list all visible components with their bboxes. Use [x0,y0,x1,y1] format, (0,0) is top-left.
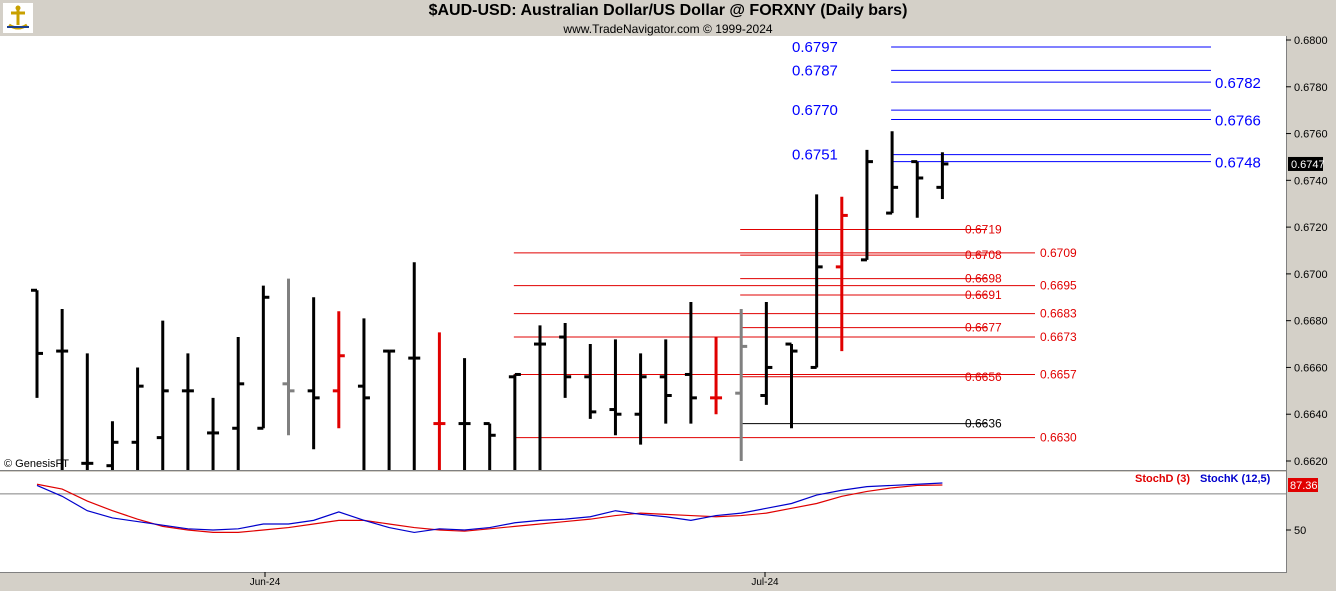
time-axis-label: Jun-24 [250,577,281,588]
stochastic-last-label: 87.36 [1290,480,1318,492]
ohlc-bar [609,339,622,436]
ohlc-bar [634,353,647,445]
stochastic-series-line [36,483,943,534]
price-level-label: 0.6691 [965,288,1002,302]
ohlc-bar [508,372,521,470]
ohlc-bar [710,337,723,415]
price-axis-label: 0.6720 [1294,222,1328,234]
price-axis-label: 0.6620 [1294,456,1328,468]
ohlc-bar [810,194,823,369]
price-level-label: 0.6797 [792,39,838,56]
price-level-label: 0.6751 [792,147,838,164]
price-level-label: 0.6677 [965,321,1002,335]
ohlc-bar [659,339,672,424]
price-level-label: 0.6673 [1040,330,1077,344]
price-axis-label: 0.6700 [1294,269,1328,281]
stochastic-last-box [1288,478,1318,492]
price-axis: 0.6800 0.6780 0.6760 0.6740 0.6720 0.6700 0.66… [1286,35,1328,468]
ohlc-bar [936,152,949,200]
ohlc-bar [131,367,144,470]
ohlc-bar [307,297,320,450]
ohlc-bar [282,278,295,436]
time-axis-label: Jul-24 [751,577,779,588]
price-level-label: 0.6636 [965,417,1002,431]
price-level-label: 0.6656 [965,370,1002,384]
time-axis: Jun-24 Jul-24 [250,572,779,588]
price-axis-label: 0.6800 [1294,35,1328,47]
price-axis-label: 0.6760 [1294,129,1328,141]
price-level-label: 0.6719 [965,222,1002,236]
ohlc-bar [860,149,873,262]
legend-stochd: StochD (3) [1135,473,1190,485]
ohlc-bar [735,308,748,461]
ohlc-bar [106,421,119,470]
price-level-label: 0.6782 [1215,75,1261,92]
ohlc-bar [785,342,798,429]
price-axis-label: 0.6740 [1294,175,1328,187]
last-price-box [1288,156,1323,171]
price-axis-label: 0.6780 [1294,82,1328,94]
last-price-label: 0.6747 [1291,159,1325,171]
ohlc-bar [835,196,848,352]
price-level-label: 0.6770 [792,102,838,119]
stochastic-panel [0,472,1286,572]
ohlc-bar [760,301,773,405]
chart-subtitle: www.TradeNavigator.com © 1999-2024 [563,22,773,36]
ohlc-bar [156,320,169,470]
price-level-label: 0.6630 [1040,431,1077,445]
ohlc-bar [257,285,270,430]
ohlc-bar [483,422,496,470]
price-bars [31,131,949,470]
stochastic-legend: StochD (3) StochK (12,5) [1135,473,1271,485]
price-level-label: 0.6695 [1040,279,1077,293]
chart-title: $AUD-USD: Australian Dollar/US Dollar @ … [428,2,908,19]
price-level-label: 0.6709 [1040,246,1077,260]
price-axis-label: 0.6680 [1294,316,1328,328]
ohlc-bar [357,318,370,470]
stochastic-lines: 50 87.36 [0,478,1318,537]
price-level-label: 0.6708 [965,248,1002,262]
price-level-label: 0.6683 [1040,307,1077,321]
legend-stochk: StochK (12,5) [1200,473,1271,485]
price-axis-label: 0.6640 [1294,409,1328,421]
trade-navigator-logo-icon[interactable] [3,3,33,33]
ohlc-bar [584,344,597,419]
ohlc-bar [232,337,245,470]
watermark: © GenesisFT [4,458,69,470]
ohlc-bar [181,353,194,470]
price-level-label: 0.6698 [965,272,1002,286]
ohlc-bar [207,397,220,470]
stochastic-axis-label: 50 [1294,525,1306,537]
ohlc-bar [56,308,69,470]
ohlc-bar [383,349,396,470]
ohlc-bar [684,301,697,424]
price-level-label: 0.6787 [792,62,838,79]
ohlc-bar [408,262,421,470]
ohlc-bar [332,311,345,429]
ohlc-bar [911,160,924,218]
price-level-label: 0.6657 [1040,367,1077,381]
ohlc-bar [433,332,446,470]
ohlc-bar [559,323,572,398]
ohlc-bar [81,353,94,470]
ohlc-bar [886,131,899,215]
ohlc-bar [534,325,546,470]
price-levels: 0.6797 0.6787 0.6782 0.6770 0.6766 0.6751 0.67… [513,39,1261,445]
ohlc-bar [458,358,471,470]
price-level-label: 0.6766 [1215,113,1261,130]
price-axis-label: 0.6660 [1294,362,1328,374]
ohlc-bar [31,288,43,398]
price-level-label: 0.6748 [1215,155,1261,172]
stochastic-series-line [36,482,943,534]
